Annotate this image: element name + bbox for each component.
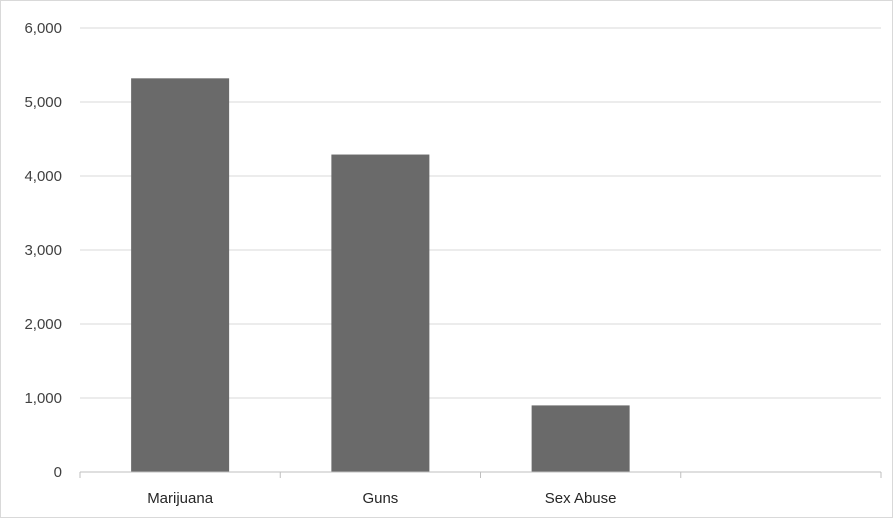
- y-tick-label: 6,000: [24, 20, 62, 37]
- bar-guns: [331, 154, 430, 473]
- axes: [79, 471, 882, 478]
- y-tick-label: 0: [54, 464, 62, 481]
- bars: [131, 78, 630, 473]
- y-axis-tick-labels: 0 1,000 2,000 3,000 4,000 5,000 6,000: [24, 20, 62, 481]
- bar-marijuana: [131, 78, 230, 472]
- bar-sex-abuse: [531, 405, 630, 472]
- y-tick-label: 4,000: [24, 168, 62, 185]
- x-category-label: Sex Abuse: [545, 490, 617, 507]
- x-category-label: Guns: [362, 490, 398, 507]
- y-tick-label: 2,000: [24, 316, 62, 333]
- y-tick-label: 3,000: [24, 242, 62, 259]
- x-axis-category-labels: Marijuana Guns Sex Abuse: [147, 490, 616, 507]
- x-category-label: Marijuana: [147, 490, 214, 507]
- y-tick-label: 5,000: [24, 94, 62, 111]
- y-tick-label: 1,000: [24, 390, 62, 407]
